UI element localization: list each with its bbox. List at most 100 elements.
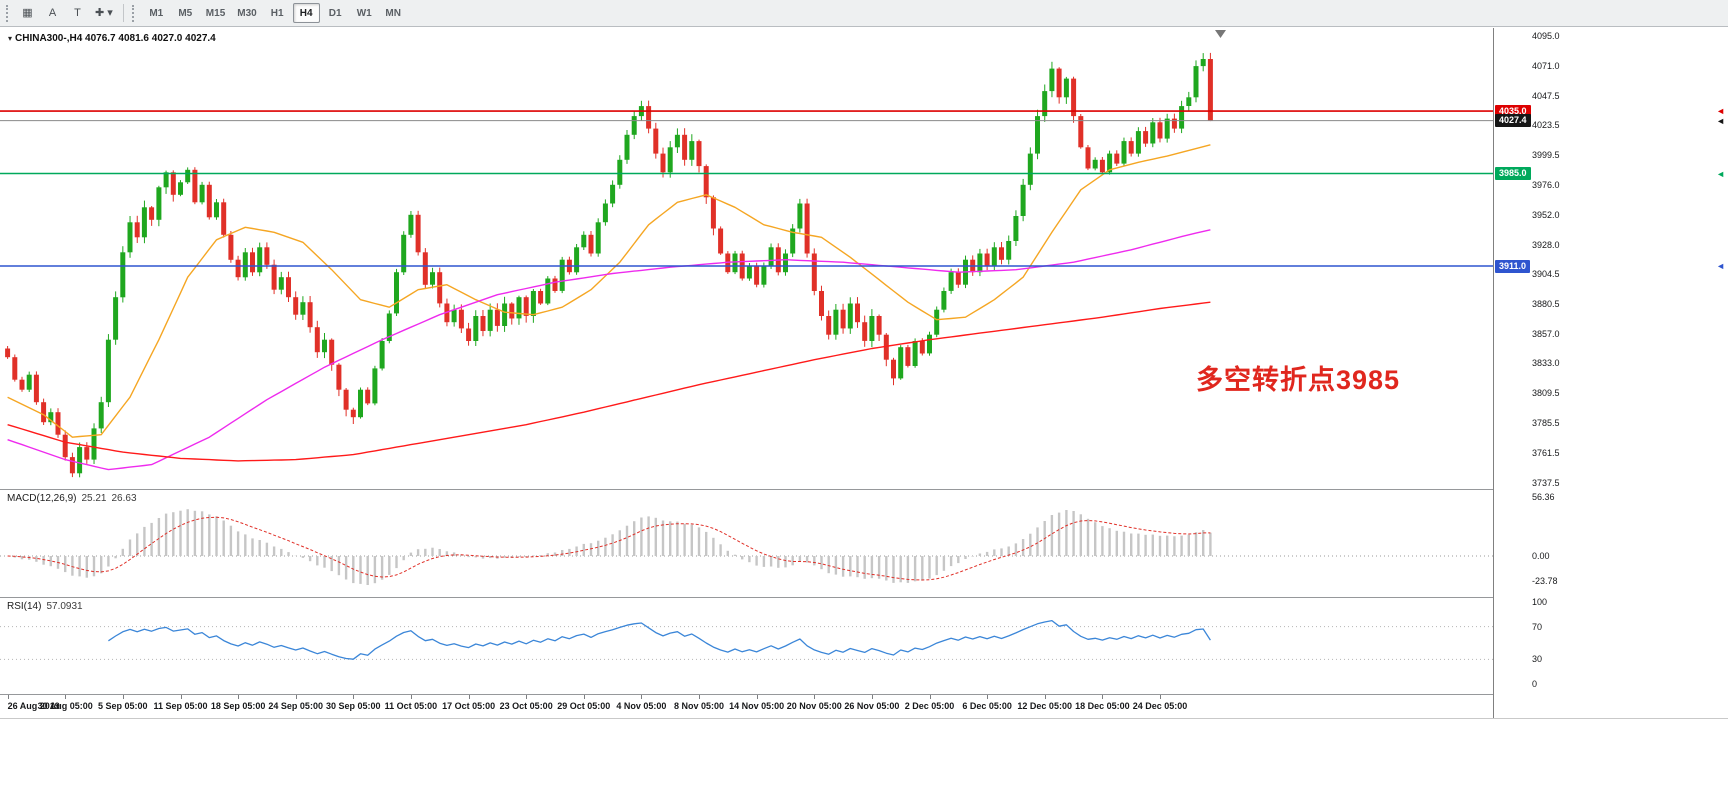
time-tick: [814, 695, 816, 699]
price-tick-label: 4023.5: [1532, 120, 1560, 131]
time-tick: [583, 695, 585, 699]
price-tag-3985.0: 3985.0: [1495, 167, 1531, 180]
macd-name: MACD(12,26,9): [7, 493, 77, 504]
time-axis-label: 12 Dec 05:00: [1017, 701, 1072, 711]
time-tick: [1044, 695, 1046, 699]
price-tick-label: 3737.5: [1532, 477, 1560, 488]
timeframe-button-m5[interactable]: M5: [172, 3, 199, 23]
time-axis-label: 20 Nov 05:00: [786, 701, 842, 711]
crosshair-dropdown-icon[interactable]: ✚ ▾: [91, 3, 117, 24]
time-tick: [756, 695, 758, 699]
time-tick: [871, 695, 873, 699]
pane-divider: [0, 694, 1728, 695]
price-tick-label: 3952.0: [1532, 209, 1560, 220]
pane-divider[interactable]: [0, 597, 1728, 598]
macd-signal-line: [7, 516, 1211, 581]
annotation-text: 多空转折点3985: [1196, 365, 1401, 395]
time-axis-label: 11 Sep 05:00: [153, 701, 208, 711]
price-tick-label: 3904.5: [1532, 269, 1560, 280]
chart-title: ▾ CHINA300-,H4 4076.7 4081.6 4027.0 4027.…: [8, 33, 216, 44]
timeframe-button-m1[interactable]: M1: [143, 3, 170, 23]
time-axis-label: 30 Sep 05:00: [326, 701, 381, 711]
text-label-tool-icon[interactable]: T: [66, 3, 89, 24]
toolbar-separator: [122, 4, 124, 22]
time-axis-label: 5 Sep 05:00: [98, 701, 148, 711]
time-tick: [699, 695, 700, 699]
time-tick: [410, 695, 412, 699]
macd-axis-label: -23.78: [1532, 575, 1558, 586]
timeframe-button-w1[interactable]: W1: [351, 3, 378, 23]
price-tick-label: 4071.0: [1532, 61, 1560, 72]
rsi-name: RSI(14): [7, 601, 42, 612]
rsi-line: [108, 619, 1211, 660]
ma-fast-line: [7, 144, 1211, 438]
price-axis[interactable]: 3737.5 3761.5 3785.5 3809.5 3833.0 3857.0 3880…: [1493, 28, 1728, 718]
time-axis-label: 17 Oct 05:00: [442, 701, 496, 711]
pane-divider[interactable]: [0, 489, 1728, 490]
toolbar-grip[interactable]: [6, 4, 10, 22]
time-tick: [987, 695, 989, 699]
chart-mode-icon[interactable]: ▦: [16, 3, 39, 24]
time-tick: [7, 695, 9, 699]
chart-shift-marker-icon[interactable]: [1215, 30, 1226, 38]
time-tick: [122, 695, 124, 699]
periodicity-toolbar-grip[interactable]: [131, 4, 136, 22]
timeframe-button-h1[interactable]: H1: [264, 3, 291, 23]
price-tick-label: 3999.5: [1532, 150, 1560, 161]
ma-slow-line: [7, 301, 1211, 462]
hline-edge-arrow-icon: ◄: [1716, 106, 1725, 117]
time-tick: [1160, 695, 1161, 699]
time-tick: [526, 695, 528, 699]
rsi-axis-label: 100: [1532, 597, 1548, 607]
toolbar: ▦ A T ✚ ▾ M1 M5 M15 M30 H1 H4 D1 W1 MN: [0, 0, 1728, 27]
time-axis-label: 2 Dec 05:00: [904, 701, 955, 711]
rsi-chart[interactable]: [0, 598, 1493, 694]
time-axis[interactable]: 26 Aug 2019 30 Aug 05:00 5 Sep 05:00 11 Sep…: [0, 695, 1493, 717]
timeframe-toolbar: M1 M5 M15 M30 H1 H4 D1 W1 MN: [142, 3, 408, 23]
timeframe-button-d1[interactable]: D1: [322, 3, 349, 23]
rsi-axis-label: 0: [1532, 679, 1538, 689]
symbol-dropdown-icon: ▾: [8, 34, 13, 43]
hline-edge-arrow-icon: ◄: [1716, 168, 1725, 179]
price-tick-label: 3928.0: [1532, 239, 1560, 250]
time-axis-label: 6 Dec 05:00: [962, 701, 1012, 711]
time-axis-label: 26 Nov 05:00: [844, 701, 900, 711]
macd-indicator-pane[interactable]: MACD(12,26,9) 25.21 26.63: [0, 490, 1493, 597]
macd-histogram: [13, 509, 1212, 585]
time-axis-label: 23 Oct 05:00: [499, 701, 553, 711]
timeframe-button-mn[interactable]: MN: [380, 3, 407, 23]
time-tick: [180, 695, 182, 699]
time-tick: [295, 695, 297, 699]
time-axis-label: 14 Nov 05:00: [729, 701, 785, 711]
price-tag-3911.0: 3911.0: [1495, 259, 1531, 273]
macd-chart[interactable]: [0, 490, 1493, 597]
price-tick-label: 4047.5: [1532, 90, 1560, 101]
time-axis-label: 30 Aug 05:00: [37, 701, 93, 711]
rsi-indicator-pane[interactable]: RSI(14) 57.0931: [0, 598, 1493, 694]
price-tick-label: 3857.0: [1532, 328, 1560, 339]
candlestick-series: [5, 52, 1213, 478]
timeframe-button-m15[interactable]: M15: [201, 3, 230, 23]
timeframe-button-h4[interactable]: H4: [292, 3, 320, 23]
time-axis-label: 4 Nov 05:00: [616, 701, 667, 711]
price-tick-label: 3976.0: [1532, 179, 1560, 190]
time-tick: [238, 695, 240, 699]
auto-scroll-icon[interactable]: A: [41, 3, 64, 24]
time-axis-label: 8 Nov 05:00: [673, 701, 725, 711]
price-tick-label: 3880.5: [1532, 299, 1560, 310]
time-axis-label: 18 Dec 05:00: [1075, 701, 1130, 711]
time-tick: [353, 695, 355, 699]
time-tick: [641, 695, 643, 699]
timeframe-button-m30[interactable]: M30: [232, 3, 261, 23]
time-tick: [1102, 695, 1104, 699]
time-axis-label: 18 Sep 05:00: [210, 701, 266, 711]
main-chart-pane[interactable]: ▾ CHINA300-,H4 4076.7 4081.6 4027.0 4027.…: [0, 28, 1493, 489]
macd-signal-value: 26.63: [111, 493, 137, 504]
macd-label: MACD(12,26,9) 25.21 26.63: [7, 493, 137, 504]
toolbar-icon-group: ▦ A T ✚ ▾: [16, 3, 117, 24]
price-tick-label: 3833.0: [1532, 358, 1560, 369]
rsi-axis-label: 70: [1532, 621, 1543, 632]
candlestick-chart[interactable]: [0, 28, 1493, 489]
time-axis-label: 11 Oct 05:00: [384, 701, 438, 711]
